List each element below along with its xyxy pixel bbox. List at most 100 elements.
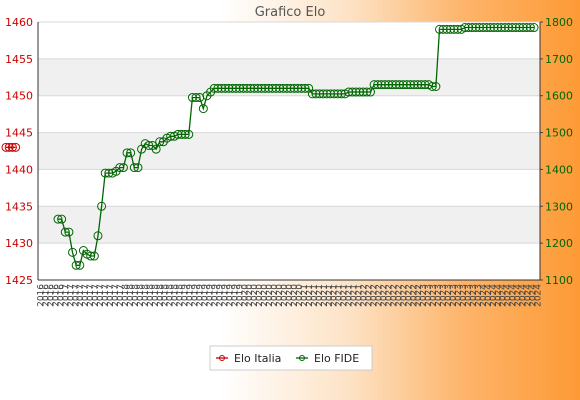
left-tick-label: 1430 [5,237,33,250]
x-tick-label: 2018 [176,284,186,307]
right-tick-label: 1400 [545,163,573,176]
left-tick-label: 1450 [5,90,33,103]
x-tick-label: 2017 [111,284,121,307]
data-point [300,83,310,93]
x-tick-label: 2023 [464,284,474,307]
x-tick-label: 2019 [196,284,206,307]
data-point [445,24,455,34]
x-tick-label: 2018 [161,284,171,307]
x-tick-label: 2021 [300,284,310,307]
data-point [467,23,477,33]
x-tick-label: 2021 [335,284,345,307]
x-tick-label: 2022 [369,284,379,307]
x-tick-label: 2016 [41,284,51,307]
data-point [391,80,401,90]
x-tick-label: 2020 [285,284,295,307]
data-point [53,214,63,224]
data-point [155,137,165,147]
data-point [198,104,208,114]
data-point [471,23,481,33]
data-point [518,23,528,33]
left-tick-label: 1435 [5,200,33,213]
x-tick-label: 2020 [275,284,285,307]
x-tick-label: 2024 [484,284,494,307]
x-tick-label: 2018 [171,284,181,307]
data-point [184,129,194,139]
x-tick-label: 2022 [389,284,399,307]
data-point [478,23,488,33]
right-tick-label: 1700 [545,53,573,66]
axes: 1425 1430 1435 1440 1445 1450 1455 1460 1100 1200… [5,16,573,307]
x-tick-label: 2022 [360,284,370,307]
x-tick-label: 2017 [116,284,126,307]
data-point [431,82,441,91]
data-point [474,23,484,33]
right-tick-label: 1600 [545,90,573,103]
data-point [282,83,292,93]
x-tick-label: 2023 [429,284,439,307]
data-point [344,87,354,97]
data-point [68,247,78,257]
data-point [260,83,270,93]
data-point [322,89,332,99]
x-tick-label: 2020 [270,284,280,307]
data-point [118,163,128,173]
data-point [514,23,524,33]
plot-band [38,243,540,280]
x-tick-label: 2018 [131,284,141,307]
data-point [409,80,419,90]
x-tick-label: 2022 [384,284,394,307]
data-point [416,80,426,90]
data-point [402,80,412,90]
data-point [220,83,230,93]
x-tick-label: 2024 [499,284,509,307]
data-point [373,80,383,90]
data-point [398,80,408,90]
x-tick-label: 2023 [454,284,464,307]
data-point [485,23,495,33]
data-point [209,83,219,93]
x-tick-label: 2023 [444,284,454,307]
data-point [264,83,274,93]
x-tick-label: 2022 [374,284,384,307]
x-tick-label: 2020 [290,284,300,307]
right-tick-label: 1500 [545,127,573,140]
data-point [500,23,510,33]
x-tick-label: 2022 [379,284,389,307]
data-point [311,89,321,99]
x-tick-label: 2024 [519,284,529,307]
data-point [427,82,437,91]
data-point [365,87,375,97]
data-point [442,24,452,34]
x-tick-label: 2023 [419,284,429,307]
data-point [333,89,343,99]
x-tick-label: 2020 [280,284,290,307]
x-tick-label: 2018 [146,284,156,307]
x-tick-label: 2019 [186,284,196,307]
data-point [449,24,459,34]
data-point [307,89,317,99]
x-tick-label: 2017 [106,284,116,307]
x-tick-label: 2021 [340,284,350,307]
plot-band [38,169,540,207]
x-tick-label: 2024 [509,284,519,307]
legend-swatch-marker [219,355,225,361]
data-point [57,214,67,224]
x-tick-label: 2018 [141,284,151,307]
data-point [355,87,365,97]
plot-bands [38,22,540,280]
data-point [75,260,85,270]
x-tick-label: 2024 [524,284,534,307]
data-point [177,129,187,139]
data-point [100,168,110,178]
x-tick-label: 2021 [355,284,365,307]
data-point [64,227,74,237]
data-point [435,24,445,34]
x-tick-label: 2018 [151,284,161,307]
data-point [11,142,21,152]
data-point [238,83,248,93]
data-point [97,201,107,211]
x-tick-label: 2017 [66,284,76,307]
legend-swatch-marker [299,355,305,361]
